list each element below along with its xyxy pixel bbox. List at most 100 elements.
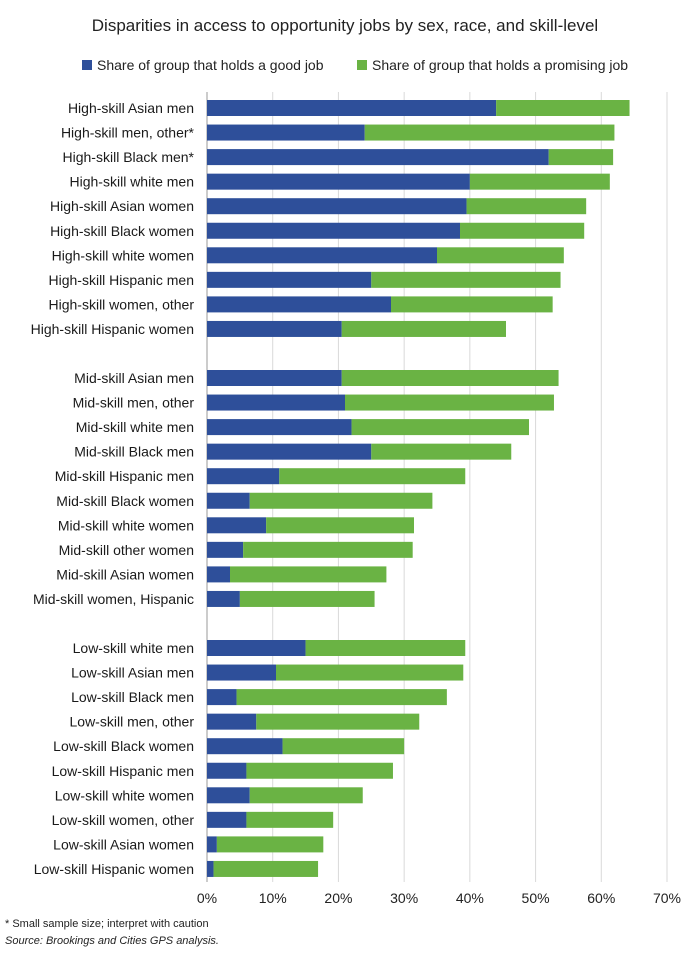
x-tick-label: 20% bbox=[324, 890, 352, 906]
category-label: Mid-skill women, Hispanic bbox=[33, 591, 194, 607]
bar-promising-job bbox=[216, 836, 324, 853]
bar-promising-job bbox=[282, 738, 405, 755]
bar-good-job bbox=[207, 468, 280, 485]
bar-promising-job bbox=[351, 419, 529, 436]
category-label: Low-skill Black women bbox=[53, 738, 194, 754]
category-label: High-skill men, other* bbox=[61, 125, 195, 141]
legend-swatch-good-job bbox=[82, 60, 92, 70]
bar-promising-job bbox=[466, 198, 587, 215]
category-label: Mid-skill Black men bbox=[74, 444, 194, 460]
bars bbox=[207, 100, 630, 877]
category-label: Mid-skill Black women bbox=[56, 493, 194, 509]
bar-good-job bbox=[207, 370, 342, 386]
category-label: Low-skill Asian women bbox=[53, 836, 194, 852]
bar-good-job bbox=[207, 664, 276, 681]
legend-label-good-job: Share of group that holds a good job bbox=[97, 57, 324, 73]
category-label: Low-skill Hispanic men bbox=[52, 763, 194, 779]
bar-good-job bbox=[207, 173, 470, 190]
bar-good-job bbox=[207, 738, 283, 755]
category-label: High-skill Asian women bbox=[50, 198, 194, 214]
bar-good-job bbox=[207, 492, 250, 509]
bar-good-job bbox=[207, 124, 365, 141]
chart-title: Disparities in access to opportunity job… bbox=[91, 16, 599, 35]
category-label: High-skill Black women bbox=[50, 223, 194, 239]
x-tick-label: 60% bbox=[587, 890, 615, 906]
bar-good-job bbox=[207, 787, 250, 804]
bar-promising-job bbox=[266, 517, 414, 534]
category-label: High-skill Black men* bbox=[63, 149, 195, 165]
bar-promising-job bbox=[364, 124, 615, 141]
bar-promising-job bbox=[249, 492, 433, 509]
legend-item-good-job: Share of group that holds a good job bbox=[82, 57, 324, 73]
bar-good-job bbox=[207, 296, 391, 313]
bar-promising-job bbox=[469, 173, 610, 190]
category-label: Low-skill white men bbox=[73, 640, 194, 656]
category-label: Low-skill Asian men bbox=[71, 665, 194, 681]
bar-good-job bbox=[207, 271, 372, 288]
bar-promising-job bbox=[460, 222, 585, 239]
category-label: High-skill white women bbox=[52, 247, 194, 263]
footnote: * Small sample size; interpret with caut… bbox=[5, 918, 209, 930]
bar-good-job bbox=[207, 394, 345, 411]
category-label: Low-skill white women bbox=[55, 787, 194, 803]
category-label: High-skill Hispanic men bbox=[49, 272, 195, 288]
bar-promising-job bbox=[246, 811, 334, 828]
x-tick-label: 30% bbox=[390, 890, 418, 906]
bar-good-job bbox=[207, 713, 257, 730]
bar-promising-job bbox=[243, 541, 413, 558]
category-label: Mid-skill men, other bbox=[73, 395, 195, 411]
legend-swatch-promising-job bbox=[357, 60, 367, 70]
bar-good-job bbox=[207, 762, 247, 779]
bar-promising-job bbox=[341, 320, 506, 337]
category-label: Mid-skill white women bbox=[58, 517, 194, 533]
legend-item-promising-job: Share of group that holds a promising jo… bbox=[357, 57, 628, 73]
bar-promising-job bbox=[341, 370, 559, 386]
category-label: Mid-skill other women bbox=[59, 542, 194, 558]
bar-promising-job bbox=[371, 271, 561, 288]
category-label: Mid-skill Hispanic men bbox=[55, 468, 194, 484]
bar-promising-job bbox=[305, 640, 466, 656]
bar-good-job bbox=[207, 100, 497, 116]
bar-good-job bbox=[207, 517, 267, 534]
bar-good-job bbox=[207, 860, 214, 877]
bar-promising-job bbox=[230, 566, 387, 583]
bar-good-job bbox=[207, 689, 237, 706]
bar-promising-job bbox=[371, 443, 512, 460]
bar-promising-job bbox=[391, 296, 553, 313]
legend-label-promising-job: Share of group that holds a promising jo… bbox=[372, 57, 629, 73]
category-label: High-skill Asian men bbox=[68, 100, 194, 116]
category-label: High-skill white men bbox=[70, 174, 194, 190]
bar-good-job bbox=[207, 149, 549, 166]
category-labels: High-skill Asian men High-skill men, othe… bbox=[31, 100, 195, 877]
category-label: Low-skill Hispanic women bbox=[34, 861, 194, 877]
category-label: High-skill Hispanic women bbox=[31, 321, 194, 337]
bar-good-job bbox=[207, 320, 342, 337]
bar-good-job bbox=[207, 811, 247, 828]
x-tick-label: 40% bbox=[456, 890, 484, 906]
category-label: Mid-skill Asian women bbox=[56, 566, 194, 582]
x-tick-label: 70% bbox=[653, 890, 681, 906]
bar-promising-job bbox=[239, 590, 375, 607]
bar-good-job bbox=[207, 419, 352, 436]
bar-promising-job bbox=[437, 247, 564, 264]
bar-promising-job bbox=[279, 468, 466, 485]
bar-promising-job bbox=[249, 787, 363, 804]
bar-promising-job bbox=[548, 149, 614, 166]
bar-promising-job bbox=[246, 762, 393, 779]
bar-promising-job bbox=[256, 713, 420, 730]
bar-good-job bbox=[207, 541, 244, 558]
bar-promising-job bbox=[213, 860, 319, 877]
bar-promising-job bbox=[496, 100, 630, 116]
bar-good-job bbox=[207, 836, 217, 853]
source-note: Source: Brookings and Cities GPS analysi… bbox=[5, 935, 219, 947]
category-label: Low-skill Black men bbox=[71, 689, 194, 705]
category-label: Mid-skill white men bbox=[76, 419, 194, 435]
x-axis-ticks: 0% 10% 20% 30% 40% 50% 60% 70% bbox=[197, 890, 681, 906]
bar-good-job bbox=[207, 222, 460, 239]
x-tick-label: 0% bbox=[197, 890, 217, 906]
category-label: Mid-skill Asian men bbox=[74, 370, 194, 386]
bar-good-job bbox=[207, 566, 230, 583]
bar-promising-job bbox=[276, 664, 464, 681]
category-label: Low-skill women, other bbox=[52, 812, 195, 828]
